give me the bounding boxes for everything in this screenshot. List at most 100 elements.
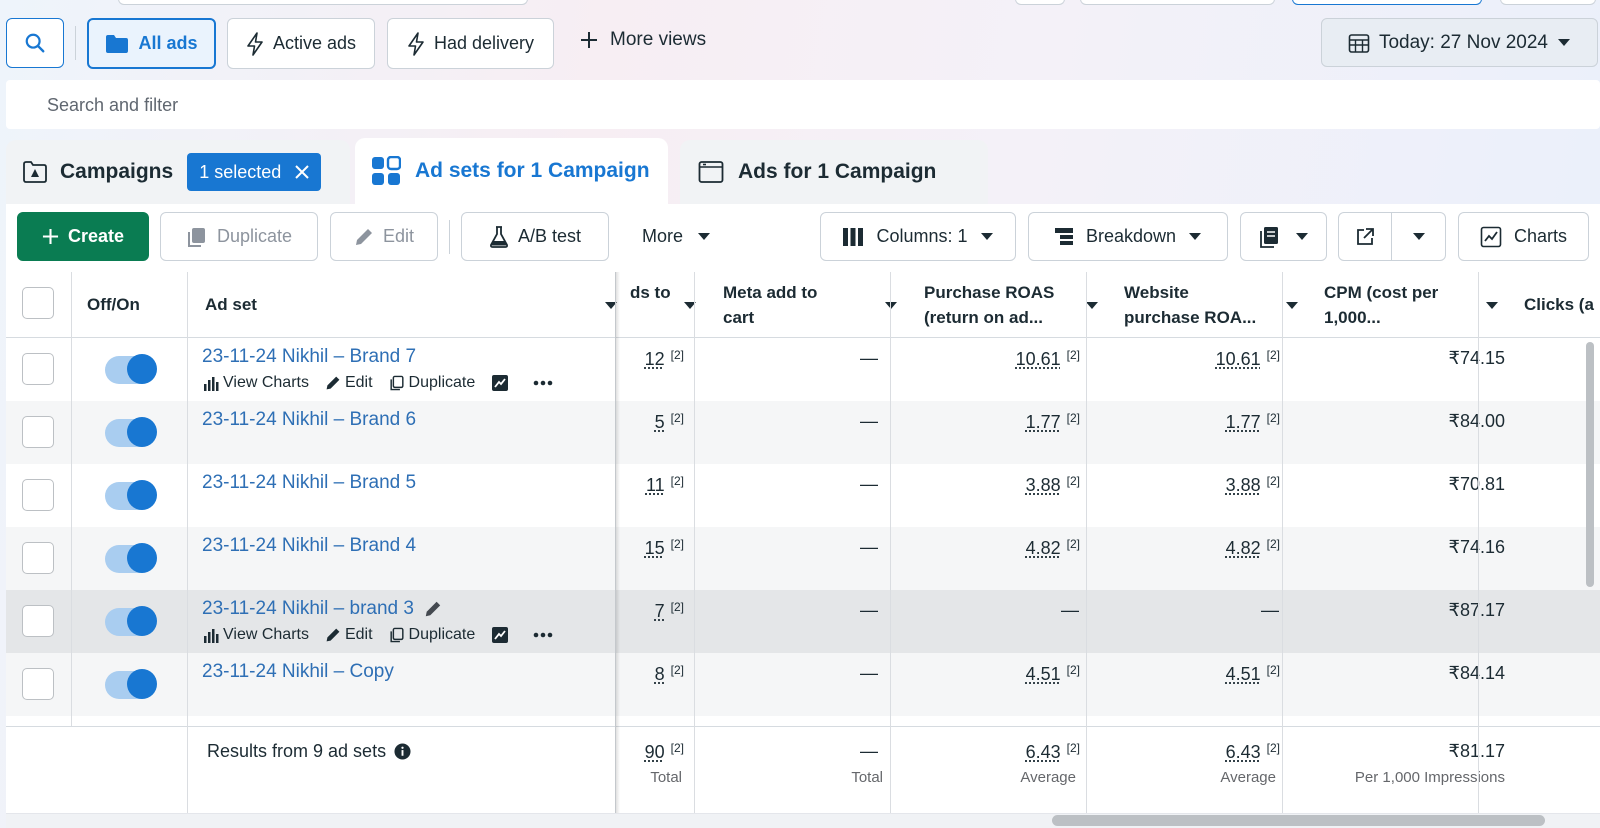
breakdown-icon bbox=[1054, 227, 1073, 245]
select-all-checkbox[interactable] bbox=[22, 287, 54, 319]
ad-set-name[interactable]: 23-11-24 Nikhil – Copy bbox=[202, 661, 394, 682]
row-checkbox[interactable] bbox=[22, 668, 54, 700]
ad-set-name[interactable]: 23-11-24 Nikhil – Brand 7 bbox=[202, 346, 417, 367]
divider bbox=[449, 220, 450, 254]
tab-ad-sets[interactable]: Ad sets for 1 Campaign bbox=[355, 138, 668, 204]
create-label: Create bbox=[67, 226, 125, 246]
row-checkbox[interactable] bbox=[22, 479, 54, 511]
edit-action[interactable]: Edit bbox=[325, 626, 373, 644]
table-row[interactable]: 23-11-24 Nikhil – Copy 8 [2] — 4.51 [2] 4.… bbox=[6, 653, 1600, 716]
table-row[interactable]: 23-11-24 Nikhil – Brand 6 5 [2] — 1.77 [2]… bbox=[6, 401, 1600, 464]
cell-website-roas: — bbox=[1261, 600, 1279, 620]
header-ad-set[interactable]: Ad set bbox=[205, 295, 257, 314]
trend-chart-icon bbox=[492, 627, 509, 643]
more-dropdown[interactable]: More bbox=[642, 226, 711, 247]
caret-down-icon bbox=[1558, 38, 1570, 46]
top-bar-edge bbox=[1292, 0, 1482, 5]
info-icon[interactable] bbox=[394, 743, 411, 760]
rename-pencil-icon[interactable] bbox=[424, 600, 442, 618]
sort-caret-icon[interactable] bbox=[1086, 302, 1098, 310]
tab-campaigns[interactable]: Campaigns 1 selected bbox=[6, 140, 350, 204]
insights-action[interactable] bbox=[491, 374, 509, 392]
table-row[interactable]: 23-11-24 Nikhil – Brand 4 15 [2] — 4.82 [2… bbox=[6, 527, 1600, 590]
export-menu-toggle[interactable] bbox=[1392, 213, 1445, 260]
row-toggle[interactable] bbox=[105, 354, 157, 384]
more-actions[interactable] bbox=[533, 632, 553, 638]
header-line: CPM (cost per bbox=[1324, 283, 1439, 302]
view-charts-action[interactable]: View Charts bbox=[203, 374, 309, 392]
cell-purchase-roas: 3.88 [2] bbox=[1026, 474, 1080, 496]
sort-caret-icon[interactable] bbox=[684, 302, 696, 310]
search-button[interactable] bbox=[6, 18, 64, 68]
close-icon[interactable] bbox=[295, 165, 309, 179]
cell-purchase-roas: 4.51 [2] bbox=[1026, 663, 1080, 685]
more-actions[interactable] bbox=[533, 380, 553, 386]
export-button-group[interactable] bbox=[1338, 212, 1446, 261]
header-adds-to-cart[interactable]: ds to bbox=[630, 283, 671, 302]
table-row[interactable]: 23-11-24 Nikhil – Brand 5 11 [2] — 3.88 [2… bbox=[6, 464, 1600, 527]
row-toggle[interactable] bbox=[105, 543, 157, 573]
breakdown-dropdown[interactable]: Breakdown bbox=[1028, 212, 1228, 261]
column-divider bbox=[1086, 272, 1087, 813]
column-divider bbox=[694, 272, 695, 813]
tab-ad-sets-label: Ad sets for 1 Campaign bbox=[415, 159, 650, 182]
header-meta-add-to-cart[interactable]: Meta add to cart bbox=[723, 280, 817, 330]
footnote: [2] bbox=[670, 411, 684, 425]
search-input[interactable]: Search and filter bbox=[47, 95, 179, 115]
ab-test-button[interactable]: A/B test bbox=[461, 212, 609, 261]
export-button[interactable] bbox=[1339, 213, 1392, 260]
sort-caret-icon[interactable] bbox=[605, 302, 617, 310]
header-purchase-roas[interactable]: Purchase ROAS (return on ad... bbox=[924, 280, 1054, 330]
header-line: Meta add to bbox=[723, 283, 818, 302]
duplicate-label: Duplicate bbox=[408, 374, 476, 391]
row-checkbox[interactable] bbox=[22, 416, 54, 448]
create-button[interactable]: Create bbox=[17, 212, 149, 261]
columns-dropdown[interactable]: Columns: 1 bbox=[820, 212, 1016, 261]
row-checkbox[interactable] bbox=[22, 605, 54, 637]
view-active-ads[interactable]: Active ads bbox=[227, 18, 375, 69]
value: 3.88 bbox=[1025, 475, 1061, 495]
cell-website-roas: 10.61 [2] bbox=[1216, 348, 1280, 370]
table-row[interactable]: 23-11-24 Nikhil – Brand 7 View Charts Ed… bbox=[6, 338, 1600, 401]
export-icon bbox=[1357, 227, 1374, 245]
ad-set-name[interactable]: 23-11-24 Nikhil – brand 3 bbox=[202, 598, 414, 619]
row-toggle[interactable] bbox=[105, 669, 157, 699]
duplicate-action[interactable]: Duplicate bbox=[389, 374, 476, 392]
duplicate-action[interactable]: Duplicate bbox=[389, 626, 475, 644]
edit-action[interactable]: Edit bbox=[325, 374, 373, 392]
row-toggle[interactable] bbox=[105, 417, 157, 447]
reports-dropdown[interactable] bbox=[1240, 212, 1327, 261]
sort-caret-icon[interactable] bbox=[1286, 302, 1298, 310]
edit-button[interactable]: Edit bbox=[330, 212, 438, 261]
tab-ads[interactable]: Ads for 1 Campaign bbox=[680, 140, 988, 204]
more-views-button[interactable]: More views bbox=[580, 29, 706, 51]
view-had-delivery[interactable]: Had delivery bbox=[387, 18, 554, 69]
ad-window-icon bbox=[698, 161, 724, 183]
ad-set-name[interactable]: 23-11-24 Nikhil – Brand 4 bbox=[202, 535, 417, 556]
ad-set-name[interactable]: 23-11-24 Nikhil – Brand 5 bbox=[202, 472, 417, 493]
search-filter-bar[interactable]: Search and filter bbox=[6, 80, 1600, 129]
row-toggle[interactable] bbox=[105, 606, 157, 636]
selected-chip[interactable]: 1 selected bbox=[187, 153, 322, 191]
avg-purchase-roas: 6.43 [2] bbox=[1026, 741, 1080, 763]
horizontal-scrollbar[interactable] bbox=[1052, 815, 1545, 826]
vertical-scrollbar[interactable] bbox=[1586, 342, 1594, 587]
table-row[interactable]: 23-11-24 Nikhil – brand 3 View Charts Ed… bbox=[6, 590, 1600, 653]
view-charts-action[interactable]: View Charts bbox=[203, 626, 309, 644]
header-website-roas[interactable]: Website purchase ROA... bbox=[1124, 280, 1256, 330]
header-cpm[interactable]: CPM (cost per 1,000... bbox=[1324, 280, 1438, 330]
row-checkbox[interactable] bbox=[22, 353, 54, 385]
cell-meta-add-to-cart: — bbox=[860, 663, 878, 683]
duplicate-button[interactable]: Duplicate bbox=[160, 212, 318, 261]
row-checkbox[interactable] bbox=[22, 542, 54, 574]
date-range-picker[interactable]: Today: 27 Nov 2024 bbox=[1321, 18, 1598, 67]
ad-set-name[interactable]: 23-11-24 Nikhil – Brand 6 bbox=[202, 409, 417, 430]
header-clicks[interactable]: Clicks (a bbox=[1524, 295, 1594, 314]
sort-caret-icon[interactable] bbox=[885, 302, 897, 310]
row-toggle[interactable] bbox=[105, 480, 157, 510]
ad-sets-grid-icon bbox=[372, 156, 401, 185]
sort-caret-icon[interactable] bbox=[1486, 302, 1498, 310]
charts-button[interactable]: Charts bbox=[1458, 212, 1589, 261]
view-all-ads[interactable]: All ads bbox=[87, 18, 216, 69]
insights-action[interactable] bbox=[491, 626, 509, 644]
